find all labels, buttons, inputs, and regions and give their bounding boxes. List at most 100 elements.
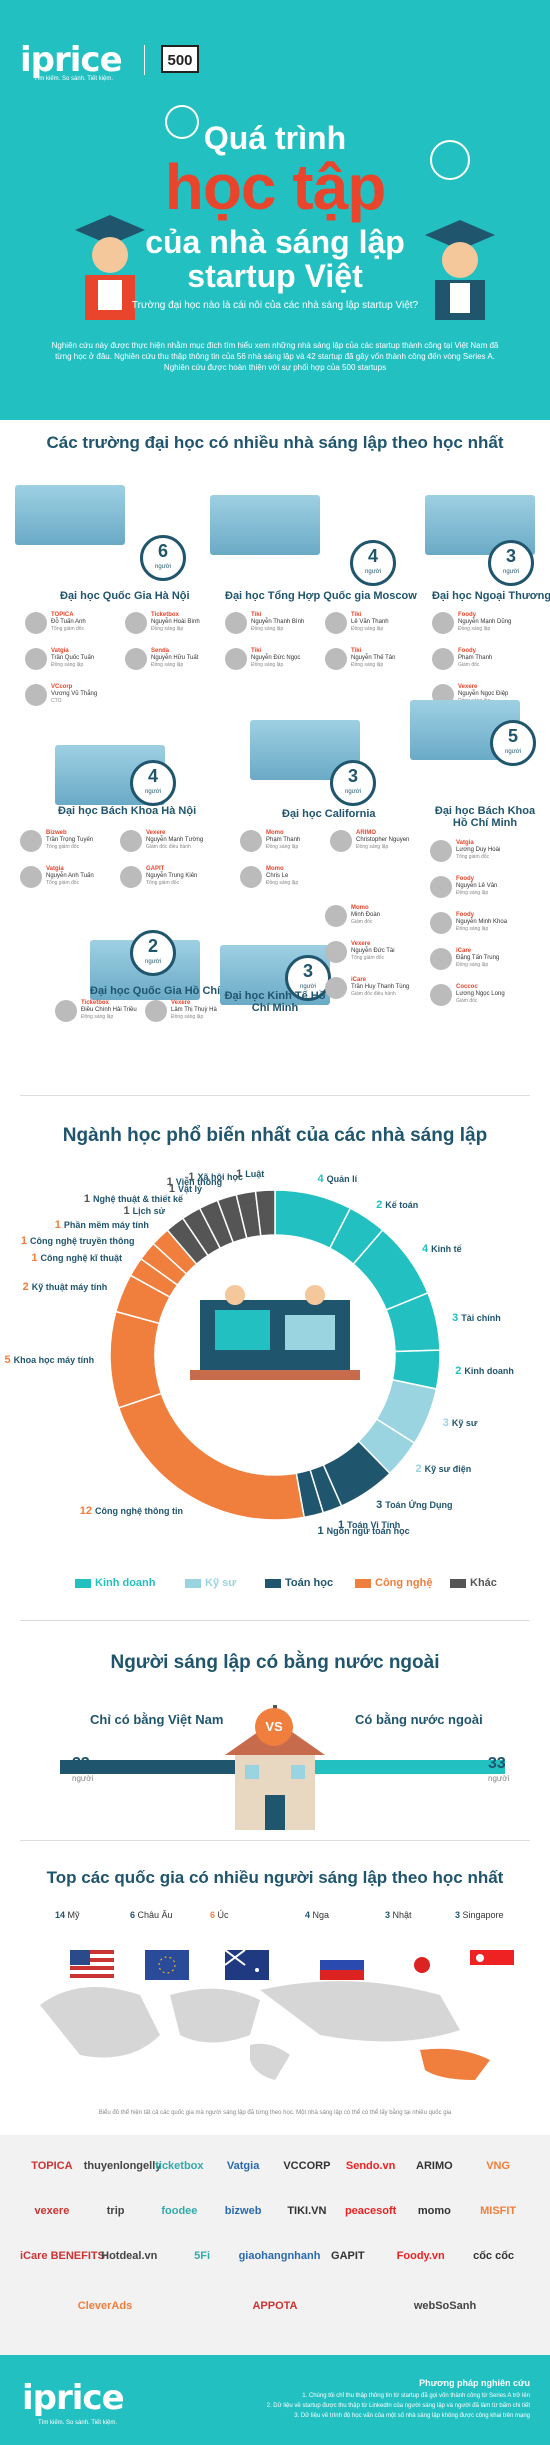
brand-logo[interactable]: cốc cốc — [473, 2250, 515, 2262]
founder-avatar — [240, 830, 262, 852]
donut-slice-label: 3 Tài chính — [452, 1311, 501, 1324]
founder-role: Tổng giám đốc — [351, 955, 385, 961]
vn-only-label: Chỉ có bằng Việt Nam — [90, 1712, 224, 1727]
founder-avatar — [20, 866, 42, 888]
brand-logo[interactable]: TOPICA — [31, 2160, 73, 2172]
company-name: Vatgia — [456, 840, 474, 846]
foreign-degree-label: Có bằng nước ngoài — [355, 1712, 483, 1727]
brand-logo[interactable]: peacesoft — [344, 2205, 397, 2217]
university-name: Đại học Bách Khoa Hà Nội — [58, 805, 197, 817]
footer-logo[interactable]: iprice — [22, 2378, 125, 2418]
brand-logo[interactable]: APPOTA — [252, 2300, 298, 2312]
partner-logo-500[interactable]: 500 — [161, 45, 199, 73]
brand-logo[interactable]: ticketbox — [155, 2160, 204, 2172]
founder-card[interactable]: VCcorp Vương Vũ Thắng CTO — [25, 684, 145, 708]
brand-logo[interactable]: VCCORP — [283, 2160, 331, 2172]
founder-card[interactable]: Ticketbox Điều Chính Hải Triều Đồng sáng… — [55, 1000, 175, 1024]
title-line-2: học tập — [164, 151, 387, 223]
founder-card[interactable]: Momo Phạm Thanh Đồng sáng lập — [240, 830, 360, 854]
founder-card[interactable]: Tiki Lê Văn Thanh Đồng sáng lập — [325, 612, 445, 636]
founder-avatar — [20, 830, 42, 852]
company-name: Momo — [266, 830, 284, 836]
university-name: Đại học California — [282, 808, 376, 820]
vn-only-unit: người — [72, 1774, 94, 1783]
brand-logo[interactable]: MISFIT — [480, 2205, 517, 2217]
founder-card[interactable]: Foody Nguyễn Lê Vân Đồng sáng lập — [430, 876, 550, 900]
donut-slice-label: 1 Ngôn ngữ toán học — [317, 1524, 410, 1537]
donut-slice-label: 4 Kinh tế — [422, 1243, 462, 1256]
founder-card[interactable]: Vatgia Trần Quốc Tuấn Đồng sáng lập — [25, 648, 145, 672]
founder-role: Tổng giám đốc — [51, 626, 85, 632]
company-name: TOPICA — [51, 612, 74, 618]
founder-card[interactable]: Senda Nguyễn Hữu Tuất Đồng sáng lập — [125, 648, 245, 672]
founder-card[interactable]: Foody Phạm Thanh Giám đốc — [432, 648, 550, 672]
founder-avatar — [120, 866, 142, 888]
brand-logo[interactable]: TIKI.VN — [287, 2205, 327, 2217]
founder-card[interactable]: iCare Trần Huy Thanh Tùng Giám đốc điều … — [325, 977, 445, 1001]
founder-card[interactable]: Vexere Nguyễn Đức Tài Tổng giám đốc — [325, 941, 445, 965]
founder-card[interactable]: Momo Minh Đoàn Giám đốc — [325, 905, 445, 929]
founder-card[interactable]: ARIMO Christopher Nguyen Đồng sáng lập — [330, 830, 450, 854]
founder-card[interactable]: iCare Đặng Tấn Trung Đồng sáng lập — [430, 948, 550, 972]
founder-avatar — [325, 941, 347, 963]
founder-card[interactable]: GAPIT Nguyễn Trung Kiên Tổng giám đốc — [120, 866, 240, 890]
brand-logo[interactable]: Sendo.vn — [345, 2160, 396, 2172]
founder-card[interactable]: Bizweb Trần Trọng Tuyến Tổng giám đốc — [20, 830, 140, 854]
founder-card[interactable]: Foody Nguyễn Mạnh Dũng Đồng sáng lập — [432, 612, 550, 636]
founder-count-badge: 4 người — [350, 540, 396, 586]
brand-logo[interactable]: Foody.vn — [396, 2250, 445, 2262]
donut-slice-label: 1 Phần mềm máy tính — [54, 1219, 149, 1232]
founder-card[interactable]: Vatgia Lương Duy Hoài Tổng giám đốc — [430, 840, 550, 864]
founder-name: Nguyễn Anh Tuấn — [46, 873, 94, 879]
founder-name: Chris Le — [266, 873, 289, 879]
donut-slice — [254, 1189, 276, 1237]
brand-logo[interactable]: vexere — [34, 2205, 70, 2217]
founder-role: Giám đốc — [458, 662, 480, 668]
founder-role: Tổng giám đốc — [456, 854, 490, 860]
donut-slice-label: 1 Nghệ thuật & thiết kế — [83, 1193, 183, 1206]
founder-role: Đồng sáng lập — [351, 626, 384, 632]
logo-tagline: Tìm kiếm. So sánh. Tiết kiệm. — [34, 76, 114, 82]
founder-card[interactable]: Foody Nguyễn Minh Khoa Đồng sáng lập — [430, 912, 550, 936]
brand-logo[interactable]: webSoSanh — [413, 2300, 477, 2312]
brand-logo[interactable]: 5Fi — [194, 2250, 211, 2262]
brand-logo[interactable]: iCare BENEFITS — [20, 2250, 105, 2262]
donut-slice-label: 2 Kinh doanh — [455, 1365, 514, 1378]
founder-card[interactable]: Tiki Nguyễn Thanh Bình Đồng sáng lập — [225, 612, 345, 636]
founder-card[interactable]: Vatgia Nguyễn Anh Tuấn Tổng giám đốc — [20, 866, 140, 890]
brand-logo[interactable]: momo — [417, 2205, 451, 2217]
founder-name: Nguyễn Thế Tân — [351, 655, 396, 661]
brand-logo[interactable]: GAPIT — [331, 2250, 365, 2262]
donut-slice — [117, 1392, 306, 1521]
founder-card[interactable]: Tiki Nguyễn Thế Tân Đồng sáng lập — [325, 648, 445, 672]
founder-card[interactable]: Momo Chris Le Đồng sáng lập — [240, 866, 360, 890]
founder-avatar — [325, 648, 347, 670]
countries-footnote: Biểu đồ thể hiện tất cả các quốc gia mà … — [98, 2110, 452, 2116]
legend-item: Khác — [450, 1577, 497, 1589]
iprice-logo[interactable]: iprice — [20, 40, 123, 80]
founder-card[interactable]: Tiki Nguyễn Đức Ngọc Đồng sáng lập — [225, 648, 345, 672]
brand-logo[interactable]: bizweb — [224, 2205, 262, 2217]
brand-logo[interactable]: Hotdeal.vn — [101, 2250, 158, 2262]
founder-card[interactable]: Vexere Lâm Thị Thuỳ Hà Đồng sáng lập — [145, 1000, 265, 1024]
graduate-student-icon-left — [70, 210, 150, 320]
country-flag-icon — [470, 1950, 514, 1980]
founder-card[interactable]: TOPICA Đỗ Tuấn Anh Tổng giám đốc — [25, 612, 145, 636]
brand-logo[interactable]: trip — [106, 2205, 125, 2217]
brand-logo[interactable]: foodee — [161, 2205, 198, 2217]
founder-card[interactable]: Ticketbox Nguyễn Hoài Bình Đồng sáng lập — [125, 612, 245, 636]
founder-card[interactable]: Coccoc Lương Ngọc Long Giám đốc — [430, 984, 550, 1008]
brand-logo[interactable]: ARIMO — [416, 2160, 453, 2172]
brand-logo[interactable]: CleverAds — [77, 2300, 133, 2312]
founder-role: Đồng sáng lập — [266, 880, 299, 886]
founder-role: Đồng sáng lập — [51, 662, 84, 668]
founder-name: Nguyễn Đức Tài — [351, 948, 395, 954]
brand-logo[interactable]: giaohangnhanh — [238, 2250, 321, 2262]
founder-avatar — [325, 905, 347, 927]
world-map — [20, 1965, 530, 2085]
company-name: Vexere — [146, 830, 166, 836]
brand-logo[interactable]: Vatgia — [226, 2160, 260, 2172]
brand-logo[interactable]: VNG — [486, 2160, 511, 2172]
founder-card[interactable]: Vexere Nguyễn Mạnh Tường Giám đốc điều h… — [120, 830, 240, 854]
brand-logo[interactable]: thuyenlongelly — [83, 2160, 162, 2172]
